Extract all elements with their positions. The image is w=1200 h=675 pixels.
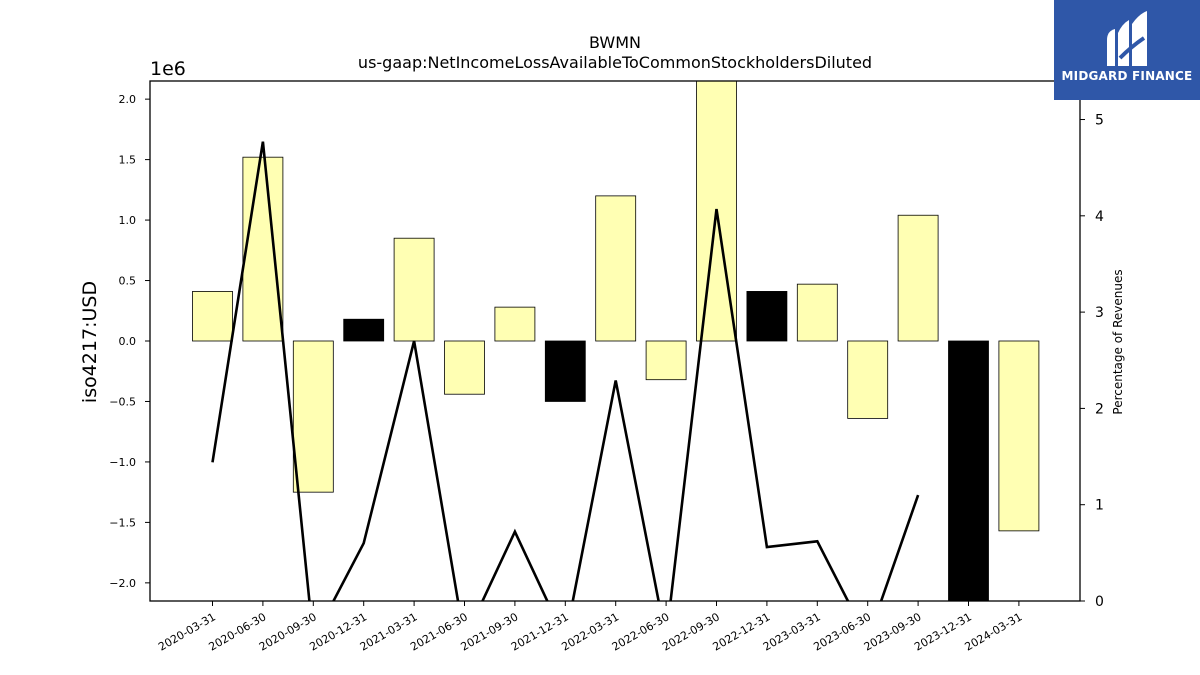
y-axis-label: iso4217:USD <box>79 281 101 403</box>
chart-title: BWMN <box>589 33 641 52</box>
y-tick-label: −0.5 <box>109 395 136 408</box>
y-tick-label: 0.5 <box>119 275 137 288</box>
logo-mark-icon <box>1107 11 1147 66</box>
y-tick-label: −2.0 <box>109 577 136 590</box>
bar-2022-06-30 <box>645 340 687 381</box>
bar-group <box>192 80 1040 602</box>
bar-2021-03-31 <box>393 237 435 342</box>
bar-2024-03-31 <box>998 340 1040 532</box>
y-tick-label: 0.0 <box>119 335 137 348</box>
y2-tick-label: 0 <box>1095 594 1104 610</box>
line-group <box>211 141 920 601</box>
bar-2022-03-31 <box>595 195 637 342</box>
y-tick-label: 1.0 <box>119 214 137 227</box>
y2-tick-label: 4 <box>1095 209 1104 225</box>
y-tick-label: 2.0 <box>119 93 137 106</box>
bar-2021-12-31 <box>544 340 586 402</box>
logo-text: MIDGARD FINANCE <box>1061 69 1193 83</box>
y2-axis-label: Percentage of Revenues <box>1111 269 1125 414</box>
bar-2023-03-31 <box>796 283 838 342</box>
bar-2021-09-30 <box>494 306 536 342</box>
bar-2023-06-30 <box>847 340 889 419</box>
bar-2022-12-31 <box>746 291 788 342</box>
y-tick-label: −1.5 <box>109 516 136 529</box>
bar-2020-03-31 <box>192 291 233 342</box>
y2-tick-label: 5 <box>1095 113 1104 129</box>
company-logo: MIDGARD FINANCE <box>1054 0 1200 100</box>
y2-tick-label: 1 <box>1095 498 1104 514</box>
y2-tick-label: 3 <box>1095 305 1104 321</box>
y-offset-label: 1e6 <box>150 58 186 80</box>
bar-2023-09-30 <box>897 214 939 342</box>
bar-2021-06-30 <box>444 340 485 395</box>
y2-tick-label: 2 <box>1095 401 1104 417</box>
y-tick-label: 1.5 <box>119 154 137 167</box>
bar-2020-09-30 <box>292 340 334 493</box>
x-tick-label: 2024-03-31 <box>963 610 1025 653</box>
bar-2020-12-31 <box>343 318 385 342</box>
percentage-line <box>211 141 920 601</box>
bar-2020-06-30 <box>242 156 284 342</box>
bar-2023-12-31 <box>948 340 989 602</box>
y-tick-label: −1.0 <box>109 456 136 469</box>
chart-subtitle: us-gaap:NetIncomeLossAvailableToCommonSt… <box>358 53 872 72</box>
